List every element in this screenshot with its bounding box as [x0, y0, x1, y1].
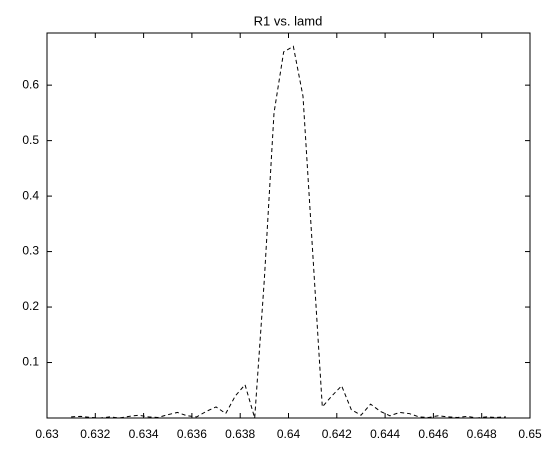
y-tick-label: 0.2 — [22, 299, 39, 313]
y-tick-label: 0.5 — [22, 133, 39, 147]
y-tick-label: 0.1 — [22, 355, 39, 369]
x-tick-label: 0.636 — [177, 427, 207, 441]
data-line — [71, 45, 506, 419]
x-tick-label: 0.632 — [80, 427, 110, 441]
y-tick-label: 0.4 — [22, 188, 39, 202]
x-tick-label: 0.644 — [370, 427, 400, 441]
x-tick-label: 0.65 — [518, 427, 542, 441]
x-tick-label: 0.638 — [225, 427, 255, 441]
x-tick-label: 0.634 — [129, 427, 159, 441]
x-tick-label: 0.648 — [467, 427, 497, 441]
x-tick-label: 0.646 — [418, 427, 448, 441]
x-tick-label: 0.64 — [277, 427, 301, 441]
x-tick-label: 0.63 — [35, 427, 59, 441]
x-tick-label: 0.642 — [322, 427, 352, 441]
y-tick-label: 0.3 — [22, 244, 39, 258]
y-tick-label: 0.6 — [22, 77, 39, 91]
chart-title: R1 vs. lamd — [254, 13, 323, 28]
